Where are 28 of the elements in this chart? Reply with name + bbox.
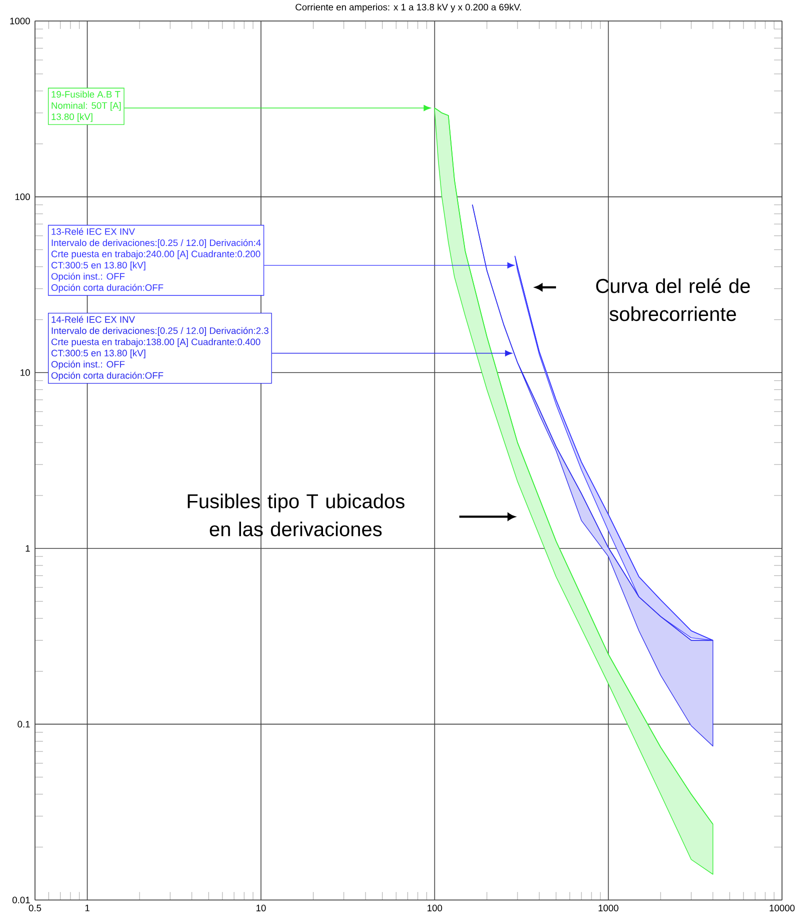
annotation: 13-Relé IEC EX INV xyxy=(52,228,135,235)
annotation: Opción corta duración:OFF xyxy=(51,372,164,381)
x-tick-label: 10 xyxy=(256,904,266,912)
annotation: Intervalo de derivaciones:[0.25 / 12.0] Derivación:2.3 xyxy=(52,327,268,336)
annotation: Opción corta duración:OFF xyxy=(51,284,164,293)
y-tick-label: 1000 xyxy=(10,18,30,24)
annotation: 14-Relé IEC EX INV xyxy=(52,316,135,323)
y-tick-label: 0.1 xyxy=(18,720,30,728)
x-tick-label: 1000 xyxy=(598,904,618,912)
annotation: Crte puesta en trabajo:240.00 [A] Cuadrante:0.200 xyxy=(51,250,260,260)
annotation: CT:300:5 en 13.80 [kV] xyxy=(51,262,146,270)
y-tick-label: 100 xyxy=(15,194,30,200)
annotation: Crte puesta en trabajo:138.00 [A] Cuadrante:0.400 xyxy=(51,338,260,348)
annotation: 19-Fusible A.B T xyxy=(52,90,120,98)
x-tick-label: 100 xyxy=(428,904,442,912)
x-tick-label: 0.5 xyxy=(28,904,42,912)
y-tick-label: 1 xyxy=(26,545,30,552)
annotation: 13.80 [kV] xyxy=(52,113,92,122)
annotation: Opción inst.: OFF xyxy=(51,272,125,282)
y-tick-label: 0.01 xyxy=(12,896,30,904)
annotation: Opción inst.: OFF xyxy=(51,360,125,370)
annotation: CT:300:5 en 13.80 [kV] xyxy=(51,350,146,358)
y-tick-label: 10 xyxy=(20,369,30,376)
x-tick-label: 10000 xyxy=(770,904,795,912)
annotation: Nominal: 50T [A] xyxy=(52,102,121,111)
annotation: Intervalo de derivaciones:[0.25 / 12.0] Derivación:4 xyxy=(52,239,261,248)
x-tick-label: 1 xyxy=(85,904,90,912)
chart-title: Corriente en amperios: x 1 a 13.8 kV y x 0.200 a 69kV. xyxy=(296,4,521,12)
